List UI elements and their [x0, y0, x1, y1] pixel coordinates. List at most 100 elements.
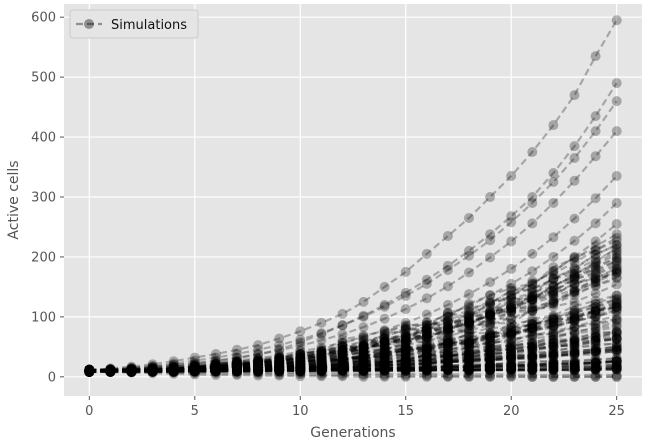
series-line: [89, 294, 618, 372]
data-point: [84, 366, 95, 377]
data-point: [316, 351, 327, 362]
data-point: [295, 364, 306, 374]
data-point: [210, 364, 221, 374]
data-point: [253, 363, 264, 374]
data-point: [569, 345, 580, 356]
data-point: [274, 357, 285, 368]
data-point: [379, 362, 390, 373]
data-point: [105, 365, 116, 376]
data-point: [421, 359, 432, 370]
data-point: [210, 358, 221, 369]
data-point: [105, 366, 116, 377]
data-point: [358, 364, 369, 375]
series-6: [84, 219, 622, 376]
data-point: [147, 366, 158, 377]
data-point: [189, 363, 200, 374]
data-point: [379, 371, 390, 382]
data-point: [400, 371, 411, 382]
data-point: [337, 365, 348, 376]
data-point: [358, 359, 369, 370]
data-point: [421, 278, 432, 289]
data-point: [147, 364, 158, 375]
data-point: [527, 371, 538, 382]
data-point: [84, 365, 95, 376]
data-point: [379, 348, 390, 359]
data-point: [421, 317, 432, 328]
data-point: [337, 347, 348, 358]
data-point: [400, 359, 411, 370]
data-point: [274, 361, 285, 372]
data-point: [358, 347, 369, 358]
data-point: [168, 362, 179, 373]
data-point: [126, 364, 137, 374]
data-point: [232, 358, 242, 369]
data-point: [232, 359, 242, 370]
data-point: [379, 355, 390, 366]
data-point: [337, 361, 348, 372]
series-line: [89, 130, 618, 372]
data-point: [485, 345, 496, 356]
plot-background: [64, 4, 642, 396]
data-point: [400, 354, 411, 365]
data-point: [358, 371, 369, 382]
data-point: [84, 365, 95, 376]
data-point: [316, 352, 327, 363]
data-point: [337, 341, 348, 352]
data-point: [527, 295, 538, 306]
data-point: [421, 333, 432, 344]
data-point: [210, 362, 221, 373]
series-line: [89, 223, 618, 372]
data-point: [147, 364, 158, 375]
data-point: [590, 305, 601, 316]
data-point: [316, 365, 327, 376]
data-point: [464, 250, 474, 261]
data-point: [442, 325, 453, 336]
data-point: [548, 317, 559, 328]
data-point: [232, 353, 242, 364]
series-23: [84, 334, 622, 377]
data-point: [400, 320, 411, 331]
data-point: [126, 366, 137, 377]
data-point: [105, 366, 116, 377]
data-point: [168, 364, 179, 374]
data-point: [189, 363, 200, 374]
data-point: [379, 352, 390, 362]
legend-label: Simulations: [111, 18, 187, 33]
data-point: [168, 365, 179, 376]
data-point: [295, 360, 306, 371]
data-point: [379, 359, 390, 370]
data-point: [442, 355, 453, 365]
data-point: [147, 365, 158, 376]
data-point: [548, 314, 559, 325]
data-point: [147, 364, 158, 374]
data-point: [400, 353, 411, 364]
data-point: [527, 292, 538, 303]
data-point: [168, 359, 179, 370]
data-point: [84, 364, 95, 375]
data-point: [274, 350, 285, 361]
data-point: [442, 323, 453, 334]
data-point: [168, 356, 179, 367]
data-point: [168, 365, 179, 376]
data-point: [295, 364, 306, 375]
data-point: [400, 335, 411, 346]
data-point: [295, 326, 306, 337]
data-point: [274, 340, 285, 351]
data-point: [548, 337, 559, 348]
data-point: [253, 353, 264, 364]
data-point: [126, 363, 137, 374]
data-point: [506, 328, 517, 339]
y-tick-label: 200: [31, 250, 56, 265]
data-point: [274, 359, 285, 370]
data-point: [358, 362, 369, 373]
data-point: [400, 361, 411, 372]
data-point: [337, 345, 348, 356]
y-tick-label: 400: [31, 131, 56, 146]
data-point: [210, 364, 221, 375]
legend: Simulations: [69, 9, 199, 39]
data-point: [295, 358, 306, 369]
data-point: [316, 348, 327, 359]
data-point: [358, 353, 369, 364]
data-point: [527, 323, 538, 334]
data-point: [316, 371, 327, 382]
